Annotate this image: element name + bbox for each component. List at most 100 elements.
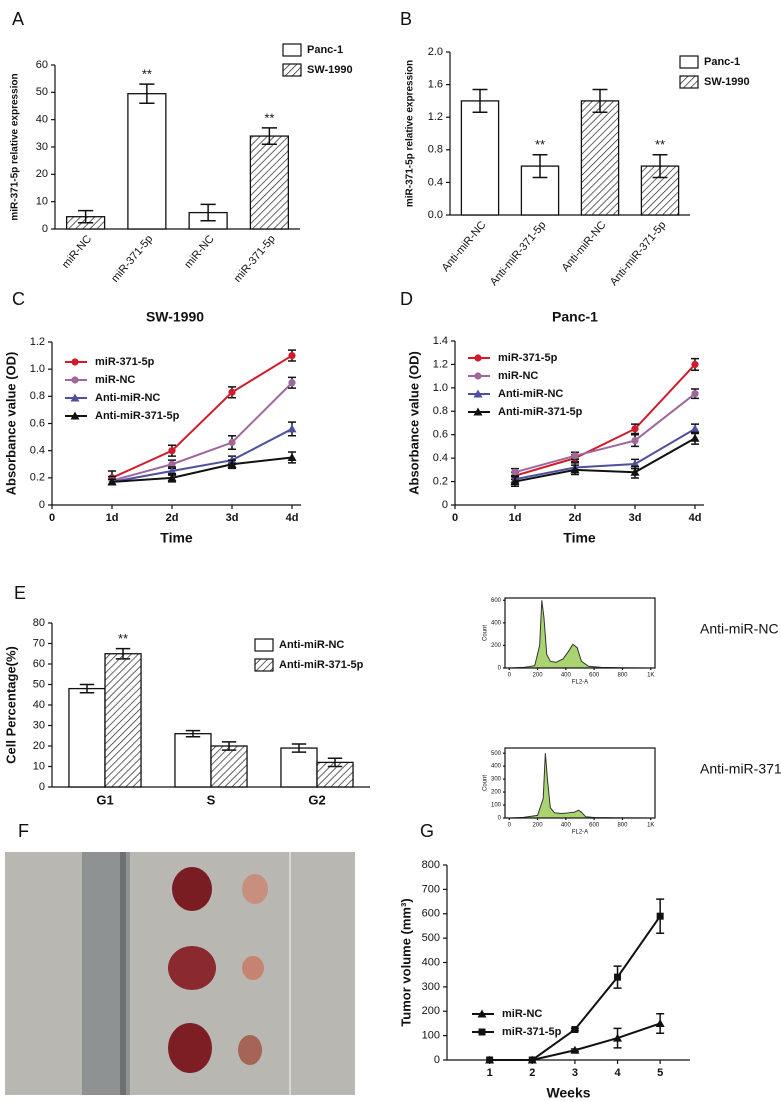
y-tick-label: 500: [491, 751, 502, 757]
panel-letter: B: [400, 9, 412, 29]
x-tick-label: 0: [508, 673, 512, 679]
plot-frame: [504, 747, 656, 819]
bar: [104, 653, 142, 788]
x-tick-label: G1: [96, 792, 113, 807]
x-axis-label: Weeks: [546, 1085, 590, 1101]
legend-swatch: [679, 55, 699, 69]
marker: [287, 424, 297, 433]
error-bar: [200, 203, 216, 222]
error-bar: [291, 743, 307, 753]
y-tick-label: 0: [42, 223, 48, 235]
x-tick-label: 0: [49, 512, 55, 524]
marker: [631, 425, 639, 433]
error-bar: [532, 153, 548, 179]
marker: [655, 1018, 665, 1027]
x-tick-label: 1d: [509, 512, 522, 524]
bar: [68, 687, 106, 788]
marker: [167, 466, 177, 475]
marker: [510, 477, 520, 486]
marker: [570, 465, 580, 474]
marker: [71, 376, 79, 384]
y-tick-label: 80: [33, 617, 45, 629]
y-tick-label: 400: [422, 956, 440, 968]
error-bar: [221, 741, 237, 751]
x-tick-label: 400: [561, 823, 572, 829]
x-tick-label: 2d: [569, 512, 582, 524]
legend-swatch: [282, 63, 302, 77]
y-tick-label: 400: [491, 620, 502, 626]
y-tick-label: 300: [491, 777, 502, 783]
x-axis-label: Time: [563, 530, 596, 546]
panel-letter: C: [12, 289, 25, 309]
y-tick-label: 40: [36, 114, 48, 126]
chart-title: SW-1990: [146, 309, 204, 325]
marker: [631, 436, 639, 445]
marker: [70, 411, 80, 420]
significance: **: [655, 137, 665, 152]
marker: [71, 358, 79, 366]
marker: [288, 351, 296, 360]
legend-label: SW-1990: [704, 76, 750, 88]
bar: [127, 93, 167, 230]
x-tick-label: 2: [529, 1067, 535, 1079]
marker: [478, 1028, 486, 1036]
y-tick-label: 700: [422, 883, 440, 895]
plot-frame: [504, 597, 656, 669]
legend-label: miR-NC: [502, 1008, 542, 1020]
x-tick-label: miR-371-5p: [109, 233, 155, 285]
y-axis-label: miR-371-5p relative expression: [405, 60, 416, 207]
y-tick-label: 200: [491, 790, 502, 796]
series-line: [111, 382, 293, 482]
marker: [570, 1045, 580, 1054]
marker: [691, 390, 699, 398]
photo: [5, 852, 355, 1095]
y-tick-label: 400: [491, 764, 502, 770]
x-tick-label: G2: [308, 792, 325, 807]
y-tick-label: 500: [422, 932, 440, 944]
panel-letter: A: [12, 9, 24, 29]
series-line: [514, 392, 696, 474]
series-line: [514, 437, 696, 483]
y-tick-label: 0.8: [428, 144, 443, 156]
y-tick-label: 300: [422, 981, 440, 993]
legend-label: Panc-1: [704, 56, 740, 68]
series-line: [111, 354, 293, 479]
panel-letter: F: [18, 821, 29, 841]
y-tick-label: 10: [33, 760, 45, 772]
marker: [656, 912, 664, 920]
marker: [630, 459, 640, 468]
legend-swatch: [254, 658, 274, 672]
y-tick-label: 600: [491, 598, 502, 604]
y-tick-label: 200: [491, 643, 502, 649]
error-bar: [115, 647, 131, 660]
error-bar: [592, 88, 608, 114]
chart-title: Panc-1: [552, 309, 598, 325]
histogram-fill: [509, 600, 651, 668]
panel-letter: D: [400, 289, 413, 309]
y-tick-label: 30: [33, 719, 45, 731]
x-tick-label: Anti-miR-371-5p: [488, 219, 549, 288]
chart-title: Anti-miR-NC: [700, 621, 779, 637]
y-tick-label: 0: [39, 499, 45, 511]
legend-label: Anti-miR-371-5p: [95, 410, 180, 422]
x-tick-label: 400: [561, 673, 572, 679]
marker: [511, 468, 519, 476]
y-tick-label: 100: [422, 1030, 440, 1042]
error-bar: [261, 127, 277, 146]
marker: [287, 452, 297, 461]
legend-swatch: [679, 75, 699, 89]
error-bar: [185, 729, 201, 738]
marker: [70, 393, 80, 402]
x-tick-label: 1: [487, 1067, 493, 1079]
panel-letter: G: [420, 821, 434, 841]
histogram-line: [509, 753, 651, 819]
y-tick-label: 60: [33, 658, 45, 670]
marker: [473, 389, 483, 398]
bar: [460, 100, 500, 216]
y-tick-label: 1.6: [428, 79, 443, 91]
x-tick-label: 1K: [647, 673, 654, 679]
x-tick-label: Anti-miR-NC: [560, 219, 609, 274]
y-tick-label: 1.2: [30, 336, 45, 348]
y-tick-label: 70: [33, 637, 45, 649]
y-tick-label: 50: [33, 678, 45, 690]
